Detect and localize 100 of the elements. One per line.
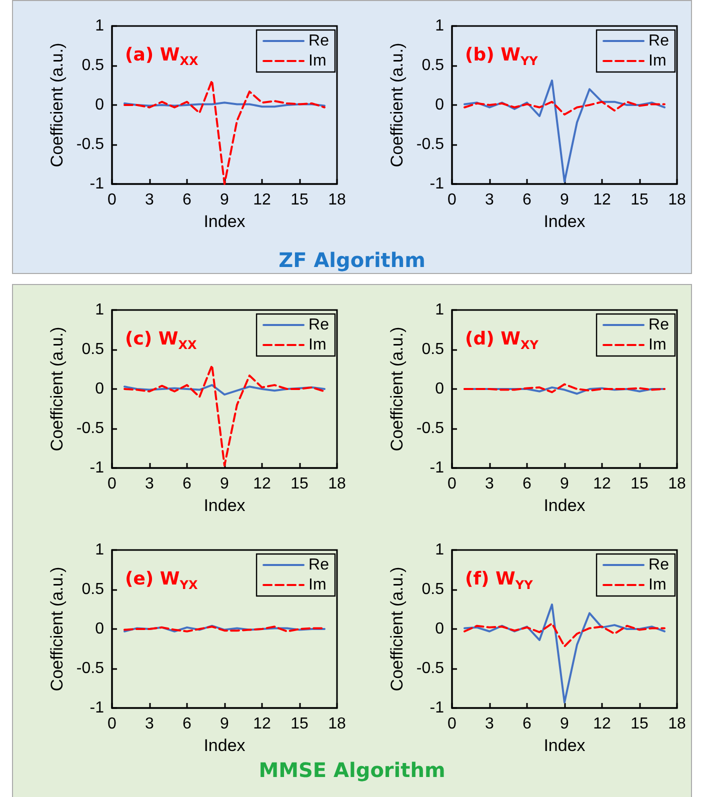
legend-label: Im — [308, 576, 326, 594]
x-tick-label: 15 — [630, 716, 648, 732]
x-tick-label: 18 — [328, 192, 346, 208]
x-tick-label: 9 — [560, 192, 570, 208]
x-tick-label: 15 — [290, 192, 308, 208]
x-tick-label: 6 — [522, 476, 532, 492]
legend-label: Im — [648, 336, 666, 354]
x-tick-label: 12 — [253, 716, 271, 732]
legend-label: Im — [308, 52, 326, 70]
x-tick-label: 0 — [108, 716, 117, 732]
x-tick-label: 9 — [220, 716, 230, 732]
x-tick-label: 6 — [182, 476, 192, 492]
y-tick-label: -1 — [90, 176, 104, 192]
x-tick-label: 0 — [448, 476, 457, 492]
x-tick-label: 9 — [220, 192, 230, 208]
y-tick-label: -0.5 — [76, 136, 104, 153]
x-tick-label: 15 — [630, 192, 648, 208]
x-tick-label: 0 — [108, 192, 117, 208]
y-tick-label: 0 — [435, 620, 444, 638]
x-tick-label: 12 — [253, 476, 271, 492]
x-axis-title: Index — [204, 496, 246, 515]
x-tick-label: 9 — [560, 476, 570, 492]
line-series — [464, 80, 666, 183]
y-tick-label: -1 — [430, 700, 444, 716]
y-tick-label: 0.5 — [82, 57, 104, 74]
x-tick-label: 3 — [145, 476, 154, 492]
legend-label: Re — [308, 316, 330, 334]
y-tick-label: -1 — [90, 700, 104, 716]
y-tick-label: 1 — [435, 302, 444, 318]
line-series — [464, 100, 666, 116]
legend-label: Re — [648, 556, 670, 574]
x-tick-label: 18 — [328, 716, 346, 732]
y-tick-label: -1 — [430, 176, 444, 192]
y-tick-label: 0.5 — [82, 581, 104, 598]
x-tick-label: 15 — [290, 716, 308, 732]
x-tick-label: 3 — [485, 476, 494, 492]
y-tick-label: -0.5 — [76, 660, 104, 677]
y-tick-label: -0.5 — [416, 420, 444, 437]
x-tick-label: 9 — [560, 716, 570, 732]
x-tick-label: 18 — [328, 476, 346, 492]
x-axis-title: Index — [544, 496, 586, 515]
y-tick-label: -1 — [430, 460, 444, 476]
y-tick-label: 0 — [435, 380, 444, 398]
y-tick-label: 0 — [95, 620, 104, 638]
line-series — [124, 364, 326, 467]
legend-label: Im — [308, 336, 326, 354]
legend-label: Re — [308, 556, 330, 574]
x-tick-label: 12 — [593, 192, 611, 208]
y-tick-label: 0.5 — [422, 57, 444, 74]
x-axis-title: Index — [544, 212, 586, 231]
y-tick-label: 0.5 — [422, 581, 444, 598]
legend-label: Re — [648, 32, 670, 50]
y-tick-label: -0.5 — [76, 420, 104, 437]
x-tick-label: 3 — [145, 716, 154, 732]
y-axis-title: Coefficient (a.u.) — [48, 42, 67, 168]
legend-label: Re — [308, 32, 330, 50]
y-tick-label: 1 — [435, 542, 444, 558]
x-tick-label: 18 — [668, 476, 686, 492]
x-tick-label: 0 — [108, 476, 117, 492]
x-tick-label: 6 — [522, 716, 532, 732]
legend-label: Im — [648, 52, 666, 70]
y-tick-label: 1 — [95, 18, 104, 34]
text: ZF Algorithm — [278, 248, 426, 272]
y-tick-label: -0.5 — [416, 136, 444, 153]
x-tick-label: 3 — [145, 192, 154, 208]
x-tick-label: 18 — [668, 192, 686, 208]
y-axis-title: Coefficient (a.u.) — [388, 566, 407, 692]
y-axis-title: Coefficient (a.u.) — [388, 42, 407, 168]
x-axis-title: Index — [544, 736, 586, 755]
x-tick-label: 6 — [182, 192, 192, 208]
x-tick-label: 3 — [485, 716, 494, 732]
y-tick-label: 0 — [435, 96, 444, 114]
line-series — [124, 80, 326, 185]
y-tick-label: 0 — [95, 380, 104, 398]
x-axis-title: Index — [204, 736, 246, 755]
y-tick-label: 1 — [95, 542, 104, 558]
x-axis-title: Index — [204, 212, 246, 231]
y-tick-label: 1 — [435, 18, 444, 34]
x-tick-label: 12 — [593, 476, 611, 492]
y-axis-title: Coefficient (a.u.) — [48, 566, 67, 692]
legend-label: Re — [648, 316, 670, 334]
x-tick-label: 3 — [485, 192, 494, 208]
x-tick-label: 15 — [630, 476, 648, 492]
y-tick-label: 0.5 — [422, 341, 444, 358]
x-tick-label: 6 — [182, 716, 192, 732]
y-tick-label: -1 — [90, 460, 104, 476]
line-series — [124, 384, 326, 396]
x-tick-label: 0 — [448, 192, 457, 208]
x-tick-label: 9 — [220, 476, 230, 492]
y-tick-label: 0.5 — [82, 341, 104, 358]
y-tick-label: 0 — [95, 96, 104, 114]
x-tick-label: 0 — [448, 716, 457, 732]
x-tick-label: 12 — [593, 716, 611, 732]
line-series — [464, 604, 666, 704]
y-axis-title: Coefficient (a.u.) — [388, 326, 407, 452]
legend-label: Im — [648, 576, 666, 594]
y-tick-label: -0.5 — [416, 660, 444, 677]
text: MMSE Algorithm — [258, 758, 446, 782]
x-tick-label: 12 — [253, 192, 271, 208]
line-series — [464, 383, 666, 394]
